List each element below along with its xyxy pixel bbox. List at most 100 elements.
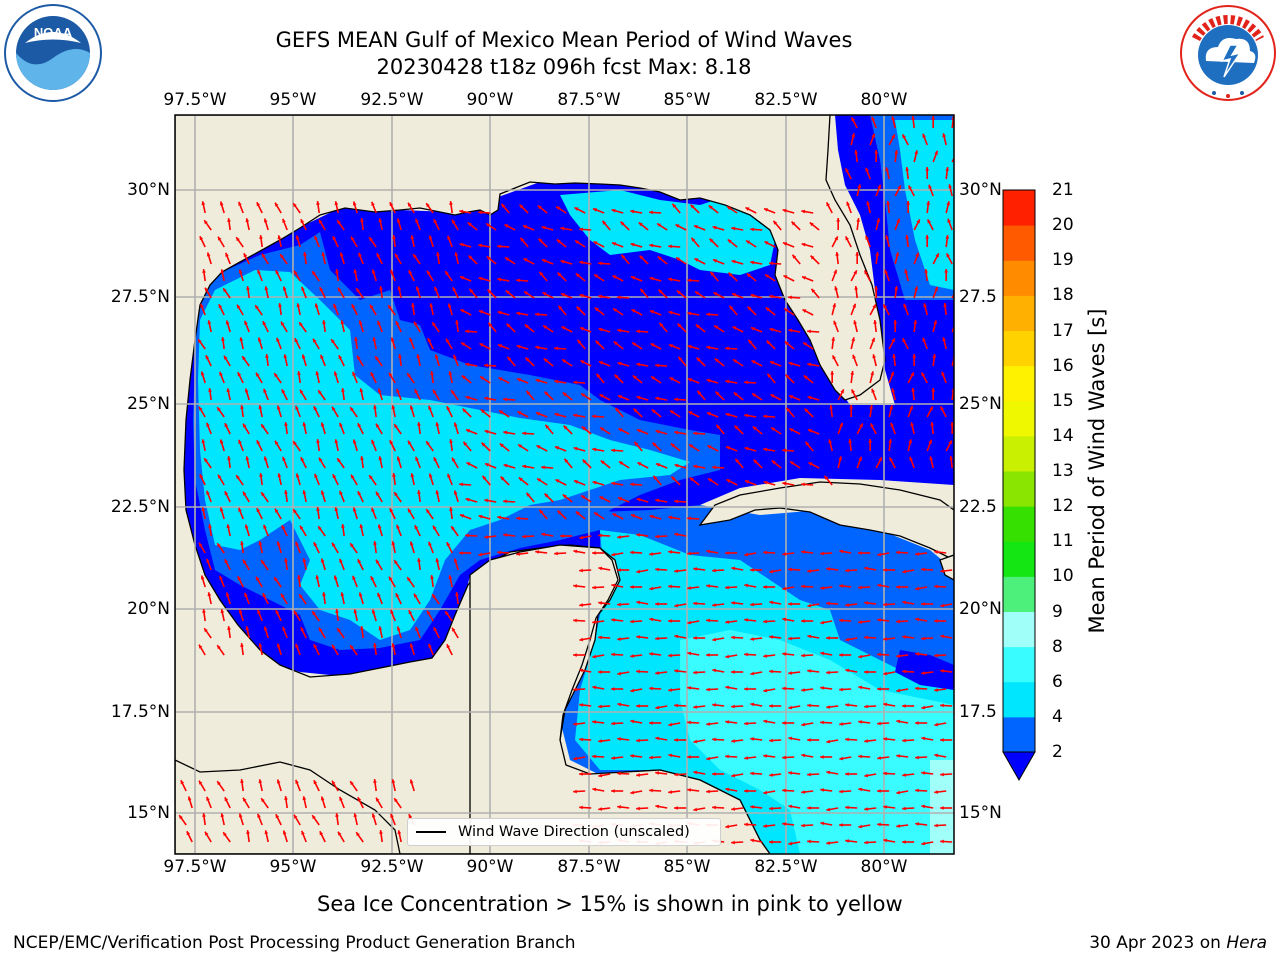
wind-wave-arrowhead: [453, 354, 457, 359]
wind-wave-arrowhead: [427, 610, 431, 615]
wind-wave-arrowhead: [538, 238, 543, 243]
wind-wave-arrowhead: [243, 797, 247, 802]
wind-wave-arrowhead: [465, 329, 469, 334]
wind-wave-arrowhead: [831, 337, 836, 341]
wind-wave-arrowhead: [859, 423, 863, 428]
wind-wave-arrowhead: [845, 737, 849, 742]
wind-wave-arrowhead: [449, 507, 453, 511]
wind-wave-arrowhead: [883, 771, 887, 776]
wind-wave-arrowhead: [435, 558, 440, 563]
wind-wave-arrowhead: [321, 252, 326, 257]
wind-wave-arrowhead: [924, 269, 929, 273]
wind-wave-arrowhead: [600, 427, 605, 432]
vector-legend: Wind Wave Direction (unscaled): [407, 818, 721, 846]
wind-wave-arrowhead: [322, 320, 326, 324]
wind-wave-arrowhead: [811, 288, 816, 293]
wind-wave-arrowhead: [535, 378, 540, 383]
wind-wave-arrowhead: [675, 224, 680, 228]
lat-tick-left: 30°N: [127, 180, 170, 200]
wind-wave-arrowhead: [910, 422, 915, 427]
wind-wave-arrowhead: [486, 223, 491, 228]
colorbar-bin: [1003, 506, 1035, 542]
wind-wave-arrowhead: [693, 807, 698, 812]
wind-wave-arrowhead: [934, 150, 938, 155]
wind-wave-arrowhead: [906, 201, 911, 205]
wind-wave-arrowhead: [318, 526, 322, 531]
wind-wave-arrowhead: [256, 508, 261, 513]
wind-wave-arrowhead: [407, 373, 411, 378]
wind-wave-arrowhead: [449, 439, 453, 443]
wind-wave-arrowhead: [558, 305, 563, 310]
wind-wave-arrowhead: [206, 558, 210, 563]
wind-wave-arrowhead: [237, 304, 241, 309]
wind-wave-arrowhead: [372, 337, 377, 342]
wind-wave-arrowhead: [655, 771, 659, 775]
wind-wave-arrowhead: [902, 669, 906, 674]
wind-wave-arrowhead: [302, 558, 307, 563]
wind-wave-arrowhead: [275, 440, 279, 445]
wind-wave-arrowhead: [432, 594, 436, 599]
wind-wave-arrowhead: [297, 575, 301, 579]
wind-wave-arrowhead: [840, 389, 844, 394]
wind-wave-arrowhead: [257, 609, 261, 614]
wind-wave-arrowhead: [313, 780, 318, 785]
wind-wave-arrowhead: [864, 739, 868, 743]
wind-wave-arrowhead: [940, 703, 944, 708]
wind-wave-arrowhead: [871, 133, 875, 138]
wind-wave-arrowhead: [370, 304, 374, 309]
wind-wave-arrowhead: [921, 602, 925, 606]
colorbar-under-triangle: [1002, 751, 1036, 782]
wind-wave-arrowhead: [392, 473, 396, 477]
wind-wave-arrowhead: [832, 303, 837, 308]
wind-wave-arrowhead: [735, 458, 740, 463]
wind-wave-arrowhead: [333, 575, 338, 580]
wind-wave-arrowhead: [389, 576, 393, 581]
wind-wave-arrowhead: [408, 440, 412, 445]
wind-wave-arrowhead: [264, 286, 269, 291]
wind-wave-arrowhead: [240, 779, 244, 783]
wind-wave-arrowhead: [693, 431, 697, 436]
wind-wave-arrowhead: [617, 771, 621, 776]
wind-wave-arrowhead: [351, 474, 355, 479]
wind-wave-arrowhead: [376, 559, 380, 564]
wind-wave-arrowhead: [522, 464, 527, 469]
wind-wave-arrowhead: [617, 637, 621, 641]
wind-wave-arrowhead: [947, 218, 951, 223]
wind-wave-arrowhead: [706, 345, 711, 350]
wind-wave-arrowhead: [378, 218, 383, 223]
wind-wave-arrowhead: [856, 218, 861, 222]
wind-wave-arrowhead: [356, 288, 360, 293]
wind-wave-arrowhead: [373, 643, 377, 647]
wind-wave-arrowhead: [199, 236, 204, 241]
wind-wave-arrowhead: [376, 253, 381, 258]
wind-wave-arrowhead: [752, 426, 757, 431]
wind-wave-arrowhead: [849, 405, 854, 409]
wind-wave-arrowhead: [687, 651, 692, 656]
wind-wave-arrowhead: [655, 429, 660, 434]
wind-wave-arrowhead: [928, 439, 932, 444]
wind-wave-arrowhead: [611, 789, 615, 793]
wind-wave-arrowhead: [536, 445, 541, 449]
wind-wave-arrowhead: [217, 645, 221, 650]
wind-wave-arrowhead: [294, 610, 298, 615]
wind-wave-arrowhead: [282, 456, 286, 461]
wind-wave-arrowhead: [619, 461, 624, 466]
wind-wave-arrowhead: [750, 227, 754, 232]
wind-wave-arrowhead: [801, 276, 806, 280]
wind-wave-arrowhead: [725, 824, 730, 829]
wind-wave-arrowhead: [649, 586, 654, 591]
wind-wave-arrowhead: [561, 326, 566, 330]
wind-wave-arrowhead: [767, 373, 772, 378]
wind-wave-arrowhead: [237, 372, 242, 377]
wind-wave-arrowhead: [484, 363, 488, 368]
wind-wave-arrowhead: [845, 236, 849, 241]
wind-wave-arrowhead: [524, 291, 529, 296]
wind-wave-arrowhead: [598, 601, 602, 605]
wind-wave-arrowhead: [282, 626, 286, 631]
wind-wave-arrowhead: [221, 337, 225, 341]
wind-wave-arrowhead: [276, 405, 281, 410]
legend-label: Wind Wave Direction (unscaled): [458, 824, 690, 840]
lon-tick-top: 97.5°W: [163, 90, 227, 110]
wind-wave-arrowhead: [426, 441, 430, 446]
wind-wave-arrowhead: [744, 552, 749, 557]
